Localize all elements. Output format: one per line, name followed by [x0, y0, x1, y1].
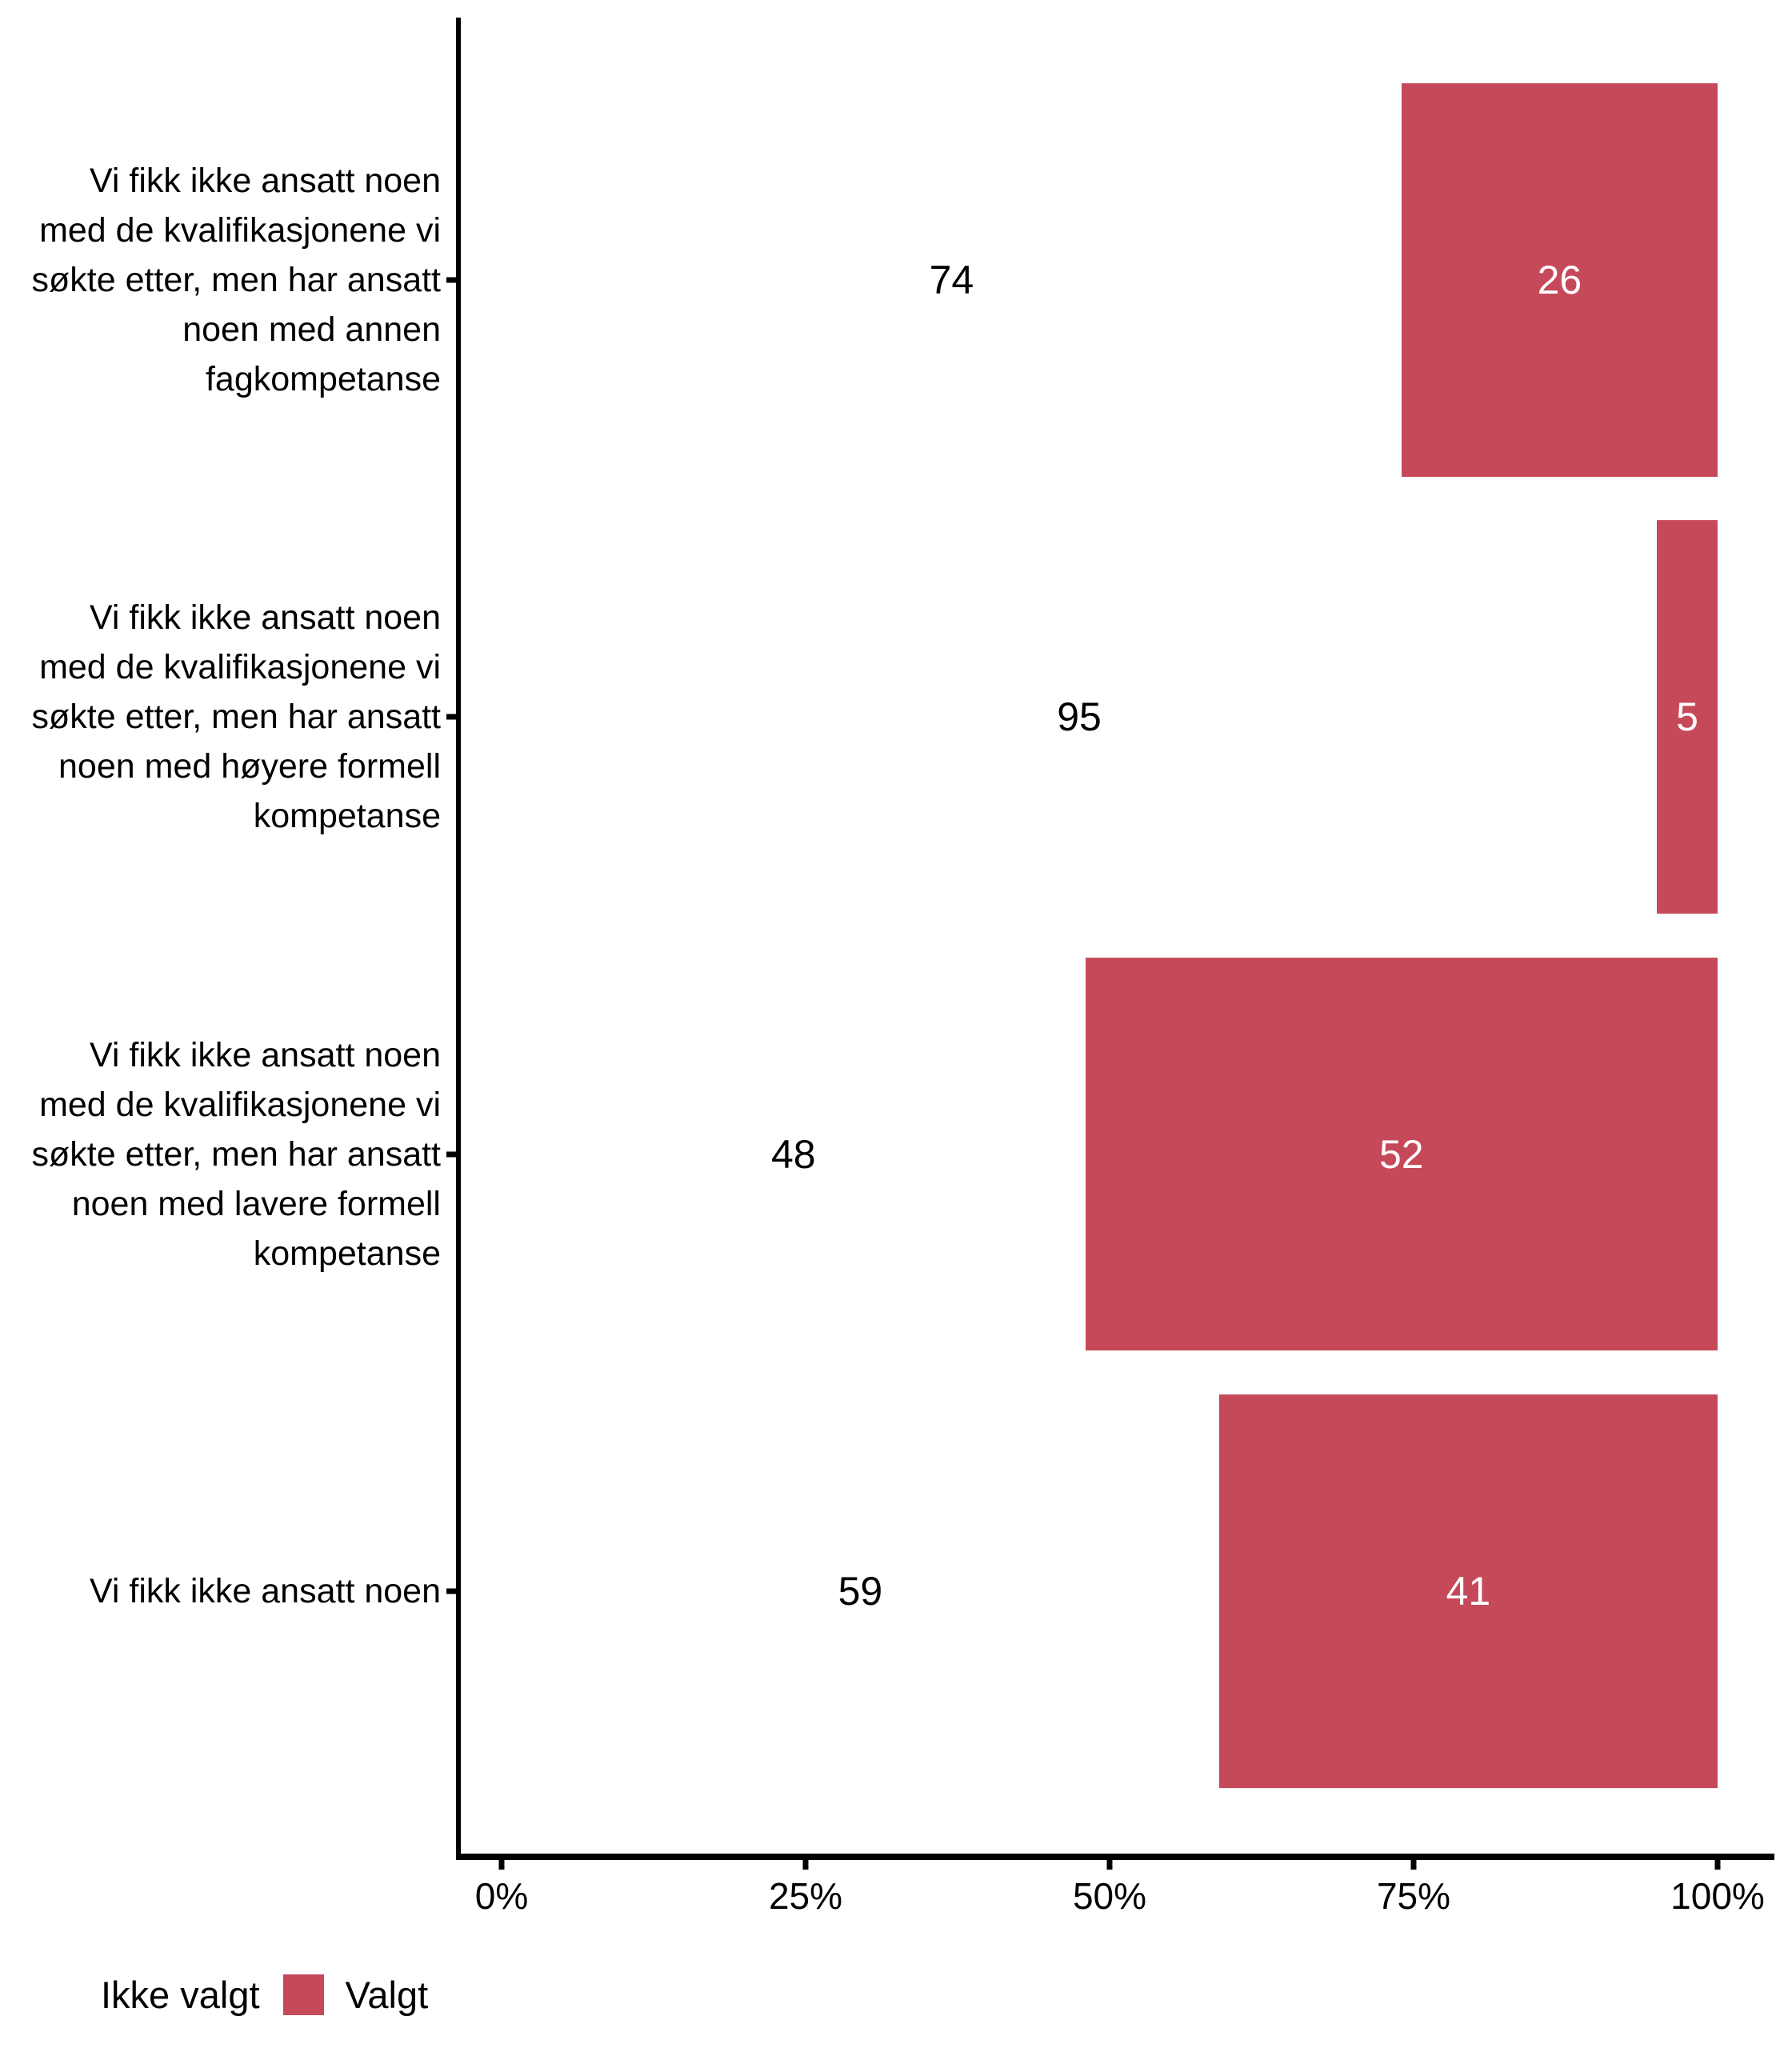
category-label: Vi fikk ikke ansatt noen	[89, 1572, 441, 1611]
x-axis-ticks	[498, 1860, 1721, 1870]
bar-value-label: 52	[1378, 1131, 1424, 1177]
bar-value-label: 5	[1676, 694, 1698, 740]
x-axis-tick-label: 0%	[474, 1875, 529, 1917]
x-axis-tick	[1106, 1860, 1113, 1870]
x-axis-tick	[498, 1860, 505, 1870]
bar-row: 59 41	[502, 1394, 1718, 1789]
bar-segment-valgt: 26	[1401, 82, 1718, 477]
y-axis-tick	[446, 714, 456, 720]
bar-row: 74 26	[502, 82, 1718, 477]
category-label: Vi fikk ikke ansatt noen med de kvalifik…	[31, 161, 441, 398]
legend-swatch-ikke-valgt	[38, 1974, 79, 2015]
x-axis-tick-label: 25%	[768, 1875, 843, 1917]
bar-segment-ikke-valgt: 74	[502, 82, 1402, 477]
y-axis-tick	[446, 1151, 456, 1158]
y-axis-tick	[446, 1588, 456, 1594]
category-label: Vi fikk ikke ansatt noen med de kvalifik…	[31, 598, 441, 836]
x-axis-tick-label: 50%	[1072, 1875, 1147, 1917]
x-axis-tick-label: 75%	[1376, 1875, 1451, 1917]
x-axis-tick-label: 100%	[1670, 1875, 1765, 1917]
bar-row: 95 5	[502, 520, 1718, 914]
bar-value-label: 59	[838, 1569, 883, 1614]
bar-value-label: 48	[770, 1131, 816, 1177]
bar-segment-valgt: 5	[1657, 520, 1718, 914]
legend-label-ikke-valgt: Ikke valgt	[101, 1973, 260, 2016]
category-label: Vi fikk ikke ansatt noen med de kvalifik…	[31, 1035, 441, 1273]
y-axis-tick	[446, 277, 456, 283]
legend-label-valgt: Valgt	[345, 1973, 429, 2016]
x-axis-tick	[802, 1860, 809, 1870]
y-axis-category-labels: Vi fikk ikke ansatt noen med de kvalifik…	[16, 18, 441, 1854]
bar-segment-valgt: 41	[1218, 1394, 1718, 1789]
bar-segment-ikke-valgt: 48	[502, 957, 1086, 1351]
bar-value-label: 74	[929, 257, 974, 302]
bar-segment-ikke-valgt: 95	[502, 520, 1657, 914]
bar-row: 48 52	[502, 957, 1718, 1351]
legend-swatch-valgt	[282, 1974, 324, 2015]
bar-value-label: 95	[1057, 694, 1102, 740]
x-axis-tick	[1714, 1860, 1721, 1870]
y-axis-ticks	[446, 18, 456, 1854]
bars-layer: 74 26 95 5 48 52 59 41	[502, 18, 1718, 1854]
x-axis-tick	[1410, 1860, 1417, 1870]
bar-value-label: 26	[1537, 257, 1582, 302]
x-axis-tick-labels: 0% 25% 50% 75% 100%	[475, 1875, 1765, 1923]
bar-segment-valgt: 52	[1085, 957, 1718, 1351]
bar-segment-ikke-valgt: 59	[502, 1394, 1219, 1789]
legend: Ikke valgt Valgt	[38, 1973, 428, 2016]
plot-area: 74 26 95 5 48 52 59 41	[456, 18, 1774, 1860]
bar-value-label: 41	[1446, 1569, 1491, 1614]
